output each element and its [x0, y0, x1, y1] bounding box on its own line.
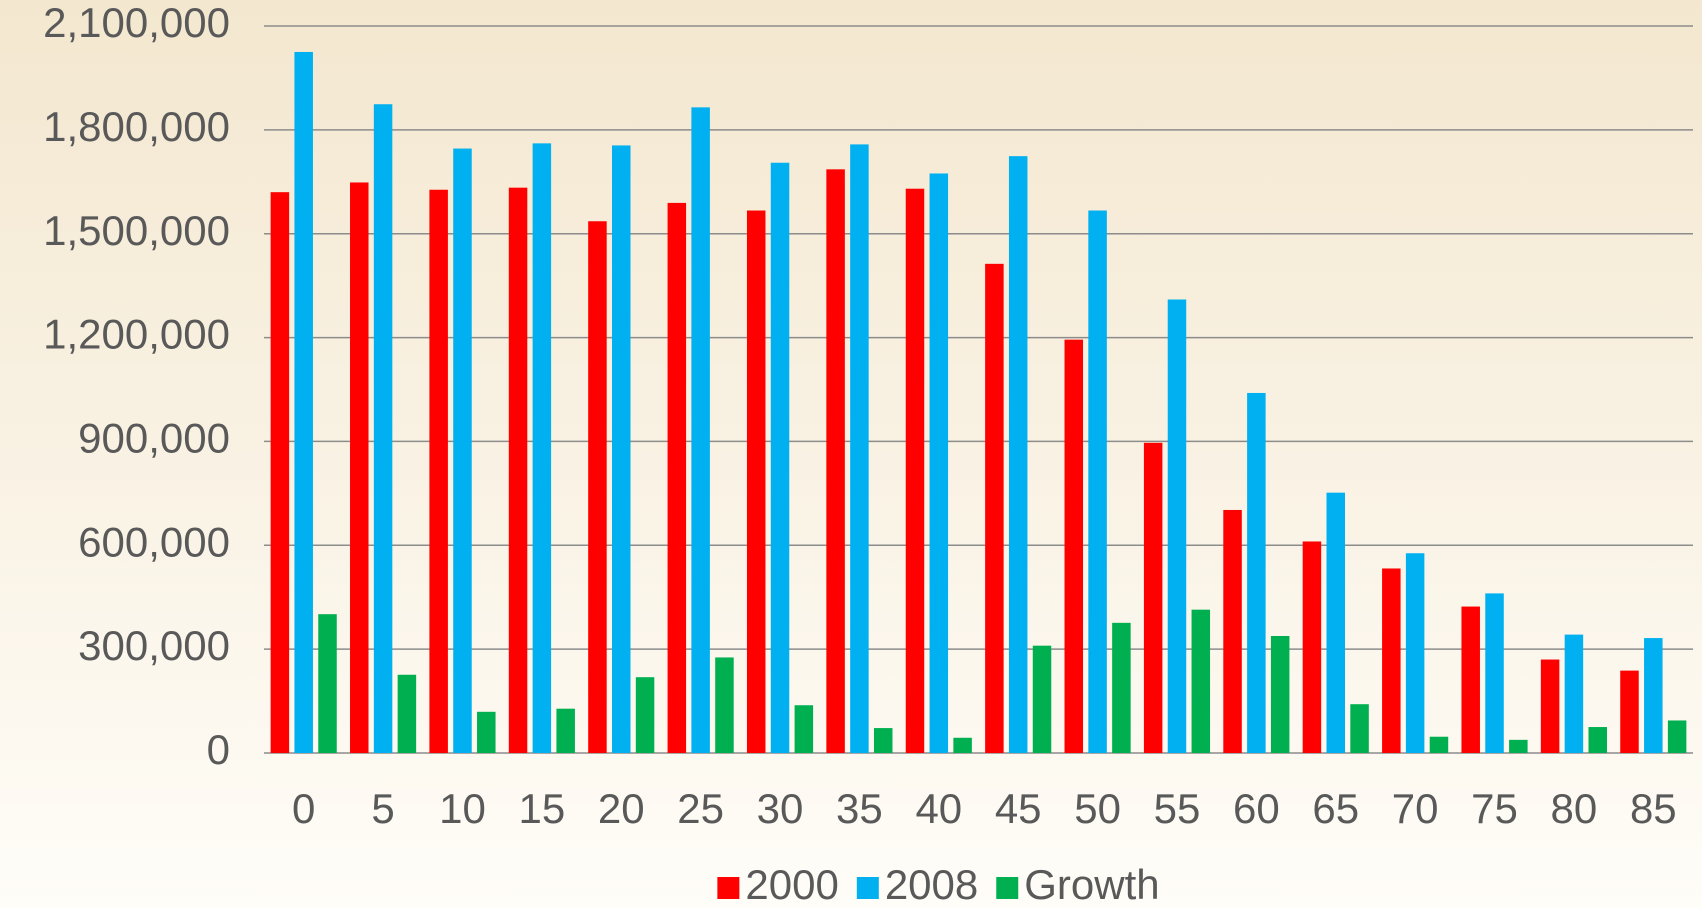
bar	[691, 107, 710, 754]
bar	[1088, 210, 1107, 753]
bar	[373, 104, 393, 754]
bar	[318, 614, 337, 753]
x-tick-label: 0	[292, 785, 315, 832]
x-tick-label: 20	[598, 785, 645, 832]
y-tick-label: 2,100,000	[43, 0, 230, 46]
x-tick-label: 25	[677, 785, 724, 832]
x-tick-label: 85	[1630, 785, 1677, 832]
bar	[1032, 645, 1052, 753]
x-tick-label: 45	[995, 785, 1042, 832]
legend-label: 2000	[745, 861, 838, 908]
bar	[1564, 634, 1584, 753]
bar	[1247, 392, 1266, 753]
x-tick-label: 75	[1471, 785, 1518, 832]
legend-label: 2008	[885, 861, 978, 908]
bar	[532, 143, 552, 753]
bar	[1540, 659, 1560, 753]
bar	[794, 705, 814, 753]
bar	[1667, 720, 1687, 753]
x-tick-label: 70	[1392, 785, 1439, 832]
bar	[873, 728, 893, 753]
bar	[667, 202, 687, 754]
bar	[1008, 156, 1028, 754]
bar	[1191, 609, 1211, 753]
legend-swatch	[856, 877, 879, 899]
bar	[953, 737, 972, 753]
y-tick-label: 300,000	[78, 622, 230, 669]
bar	[746, 210, 766, 753]
x-tick-label: 40	[915, 785, 962, 832]
bar	[588, 221, 607, 753]
bar	[1223, 509, 1242, 753]
bar	[1485, 593, 1504, 753]
bar	[1405, 553, 1425, 753]
legend-swatch	[996, 877, 1019, 899]
legend-swatch	[717, 877, 740, 899]
bar	[1461, 606, 1480, 753]
bar	[850, 144, 869, 753]
x-tick-label: 55	[1154, 785, 1201, 832]
x-tick-label: 30	[757, 785, 804, 832]
x-tick-label: 10	[439, 785, 486, 832]
x-tick-label: 5	[371, 785, 394, 832]
bar	[826, 169, 845, 753]
bar	[1429, 736, 1449, 753]
bar	[1064, 339, 1084, 753]
y-tick-label: 1,200,000	[43, 311, 230, 358]
bar	[556, 708, 575, 753]
bar	[1350, 704, 1369, 753]
y-tick-label: 1,800,000	[43, 103, 230, 150]
bar	[1143, 442, 1163, 753]
bar	[508, 187, 528, 753]
bar	[1112, 622, 1131, 753]
bar	[1167, 299, 1187, 753]
bar	[985, 263, 1004, 753]
bar	[1644, 638, 1663, 753]
bar	[929, 173, 949, 753]
bar	[1326, 492, 1345, 753]
bar	[905, 188, 925, 753]
x-tick-label: 50	[1074, 785, 1121, 832]
bar	[397, 674, 417, 753]
bar	[1620, 670, 1639, 753]
bar	[1588, 727, 1607, 753]
x-tick-label: 35	[836, 785, 883, 832]
legend-label: Growth	[1024, 861, 1159, 908]
bar	[715, 657, 734, 753]
bar	[477, 711, 496, 753]
bar	[1270, 635, 1290, 753]
bar	[429, 189, 448, 753]
bar	[612, 145, 631, 753]
y-tick-label: 0	[207, 726, 230, 773]
bar	[453, 148, 472, 754]
bar	[350, 182, 369, 753]
x-tick-label: 60	[1233, 785, 1280, 832]
bar	[770, 162, 790, 753]
x-tick-label: 15	[519, 785, 566, 832]
bar	[270, 192, 290, 753]
y-tick-label: 900,000	[78, 415, 230, 462]
bar	[1509, 739, 1528, 753]
bar	[1382, 568, 1401, 753]
bar	[635, 677, 655, 753]
y-tick-label: 1,500,000	[43, 207, 230, 254]
y-tick-label: 600,000	[78, 518, 230, 565]
x-tick-label: 65	[1312, 785, 1359, 832]
bar	[294, 51, 313, 753]
bar	[1302, 541, 1322, 753]
x-tick-label: 80	[1551, 785, 1598, 832]
